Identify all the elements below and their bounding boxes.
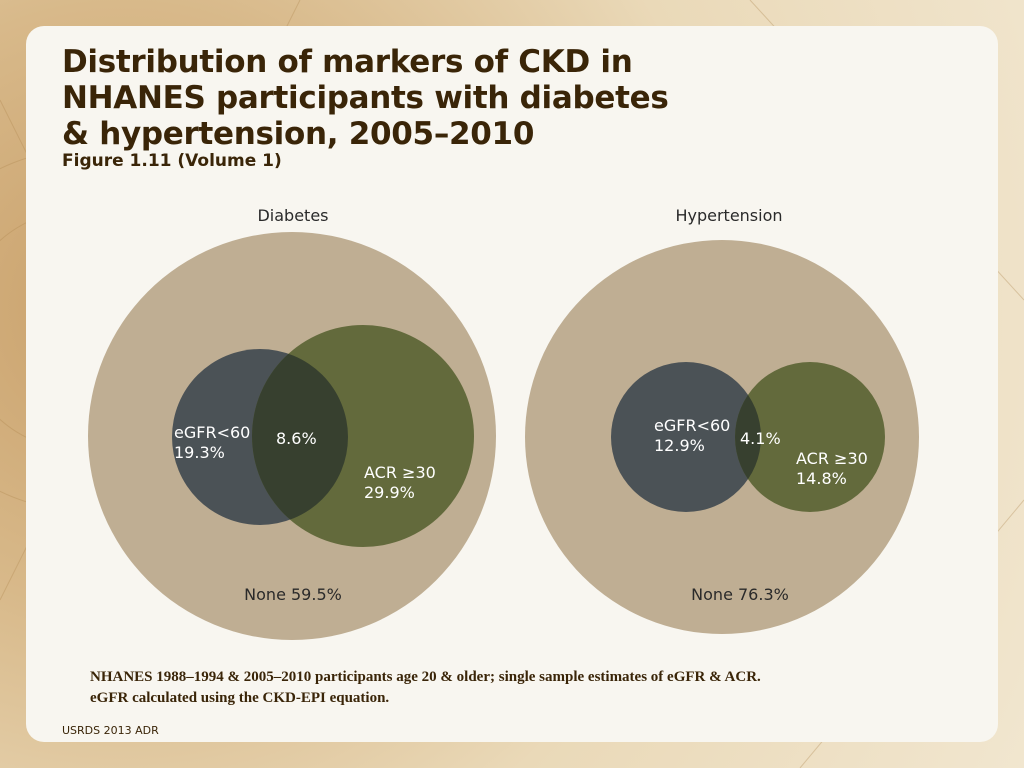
venn-none-label: None 76.3% — [691, 585, 789, 604]
title-line: & hypertension, 2005–2010 — [62, 116, 535, 152]
footer-source: USRDS 2013 ADR — [62, 724, 159, 737]
venn-diabetes: Diabetes eGFR<60 19.3% 8.6% ACR ≥30 29.9… — [88, 206, 496, 640]
title-line: Distribution of markers of CKD in — [62, 44, 633, 80]
figure-subtitle: Figure 1.11 (Volume 1) — [62, 151, 282, 171]
footnote: NHANES 1988–1994 & 2005–2010 participant… — [90, 667, 890, 709]
venn-egfr-label: eGFR<60 — [654, 416, 730, 435]
venn-hypertension: Hypertension eGFR<60 12.9% 4.1% ACR ≥30 … — [525, 206, 919, 634]
venn-title: Diabetes — [257, 206, 328, 225]
venn-acr-label: ACR ≥30 — [796, 449, 868, 468]
venn-egfr-value: 12.9% — [654, 436, 705, 455]
venn-acr-value: 14.8% — [796, 469, 847, 488]
venn-egfr-label: eGFR<60 — [174, 423, 250, 442]
venn-overlap-region — [252, 349, 348, 525]
venn-egfr-circle — [611, 362, 761, 512]
venn-acr-value: 29.9% — [364, 483, 415, 502]
venn-overlap-value: 4.1% — [740, 429, 781, 448]
venn-acr-circle — [735, 362, 885, 512]
venn-title: Hypertension — [675, 206, 782, 225]
venn-overlap-value: 8.6% — [276, 429, 317, 448]
title-line: NHANES participants with diabetes — [62, 80, 669, 116]
venn-acr-label: ACR ≥30 — [364, 463, 436, 482]
footnote-line: eGFR calculated using the CKD-EPI equati… — [90, 690, 390, 706]
footnote-line: NHANES 1988–1994 & 2005–2010 participant… — [90, 669, 761, 685]
venn-egfr-value: 19.3% — [174, 443, 225, 462]
venn-none-label: None 59.5% — [244, 585, 342, 604]
slide-title: Distribution of markers of CKD in NHANES… — [62, 44, 702, 152]
